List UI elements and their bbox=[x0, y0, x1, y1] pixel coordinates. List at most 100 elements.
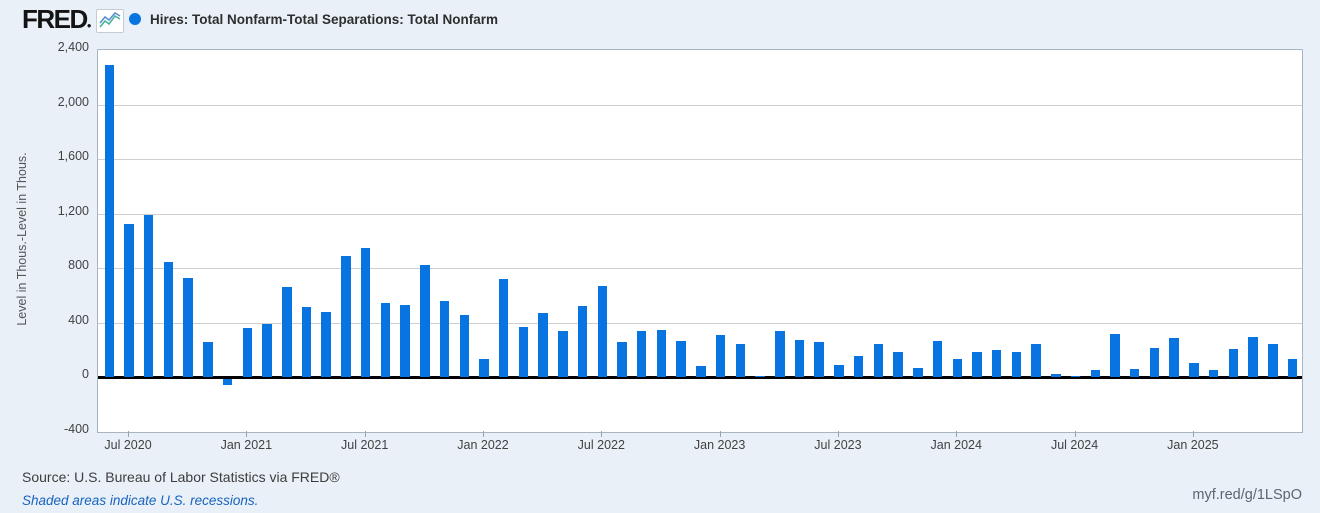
recession-note-link[interactable]: Shaded areas indicate U.S. recessions. bbox=[22, 493, 259, 508]
bar[interactable] bbox=[143, 214, 154, 377]
bar[interactable] bbox=[1268, 344, 1278, 377]
x-tick-label: Jan 2024 bbox=[930, 438, 982, 452]
x-tick-label: Jan 2023 bbox=[693, 438, 746, 452]
zero-line bbox=[98, 376, 1302, 379]
y-tick-label: 400 bbox=[68, 312, 89, 327]
bar[interactable] bbox=[439, 300, 450, 377]
bar[interactable] bbox=[321, 312, 331, 377]
bar[interactable] bbox=[794, 339, 805, 377]
bar[interactable] bbox=[400, 304, 410, 377]
x-tick-mark bbox=[837, 431, 839, 437]
y-tick-label: 1,200 bbox=[57, 203, 89, 218]
bar[interactable] bbox=[1149, 348, 1160, 377]
y-tick-label: 2,400 bbox=[57, 40, 89, 54]
bar[interactable] bbox=[1208, 369, 1219, 377]
bar[interactable] bbox=[696, 366, 706, 377]
y-axis-title: Level in Thous.-Level in Thous. bbox=[15, 152, 29, 326]
bar[interactable] bbox=[1051, 373, 1061, 377]
x-tick-label: Jan 2025 bbox=[1167, 438, 1219, 452]
x-tick-mark bbox=[601, 431, 603, 437]
x-tick-mark bbox=[956, 431, 958, 437]
legend-marker-dot bbox=[129, 13, 141, 25]
bar[interactable] bbox=[597, 286, 608, 377]
bar[interactable] bbox=[222, 378, 233, 386]
bar[interactable] bbox=[715, 334, 726, 377]
bar[interactable] bbox=[1287, 358, 1298, 377]
x-tick-label: Jan 2022 bbox=[457, 438, 509, 452]
registered-mark: ● bbox=[86, 21, 92, 30]
x-tick-mark bbox=[364, 431, 366, 437]
bar[interactable] bbox=[1031, 343, 1041, 377]
bar[interactable] bbox=[1248, 337, 1258, 377]
bar[interactable] bbox=[518, 327, 529, 377]
x-tick-mark bbox=[482, 431, 484, 437]
x-tick-mark bbox=[1192, 431, 1194, 437]
bar[interactable] bbox=[636, 331, 647, 377]
bar[interactable] bbox=[991, 349, 1002, 377]
bar[interactable] bbox=[282, 287, 292, 377]
bar[interactable] bbox=[163, 261, 174, 377]
bar[interactable] bbox=[558, 330, 568, 377]
bar[interactable] bbox=[104, 64, 115, 377]
bar[interactable] bbox=[341, 255, 351, 377]
bar[interactable] bbox=[380, 302, 391, 377]
bar[interactable] bbox=[617, 342, 627, 377]
bar[interactable] bbox=[972, 352, 982, 377]
bar[interactable] bbox=[676, 340, 686, 377]
bar[interactable] bbox=[755, 375, 765, 377]
x-tick-mark bbox=[719, 431, 721, 437]
y-tick-label: 800 bbox=[68, 258, 89, 272]
bar[interactable] bbox=[853, 355, 864, 377]
bar[interactable] bbox=[183, 278, 193, 377]
bar[interactable] bbox=[1169, 338, 1179, 377]
bar[interactable] bbox=[873, 344, 884, 377]
y-tick-label: 2,000 bbox=[57, 94, 89, 109]
bar[interactable] bbox=[834, 365, 844, 377]
bar[interactable] bbox=[1110, 334, 1120, 377]
gridline bbox=[98, 104, 1302, 106]
bar[interactable] bbox=[1189, 363, 1199, 377]
bar[interactable] bbox=[360, 247, 371, 377]
bar[interactable] bbox=[262, 323, 272, 377]
bar[interactable] bbox=[1090, 370, 1101, 377]
bar[interactable] bbox=[242, 327, 253, 377]
bar[interactable] bbox=[952, 358, 962, 377]
x-tick-mark bbox=[128, 431, 130, 437]
bar[interactable] bbox=[1011, 351, 1022, 377]
fred-sparkline-icon bbox=[96, 9, 124, 33]
series-title: Hires: Total Nonfarm-Total Separations: … bbox=[150, 12, 499, 27]
bar[interactable] bbox=[1228, 349, 1239, 377]
bar[interactable] bbox=[814, 342, 824, 377]
x-tick-label: Jul 2024 bbox=[1050, 438, 1099, 452]
bar[interactable] bbox=[932, 340, 943, 377]
gridline bbox=[98, 213, 1302, 215]
fred-logo[interactable]: FRED● bbox=[22, 4, 92, 34]
bar[interactable] bbox=[735, 344, 746, 377]
x-tick-label: Jul 2022 bbox=[577, 438, 625, 452]
gridline bbox=[98, 268, 1302, 269]
bar[interactable] bbox=[479, 359, 489, 377]
bar[interactable] bbox=[124, 223, 134, 377]
bar[interactable] bbox=[459, 315, 469, 377]
bar[interactable] bbox=[301, 306, 312, 377]
y-tick-label: 0 bbox=[82, 367, 89, 381]
plot-area[interactable] bbox=[97, 49, 1303, 433]
bar[interactable] bbox=[913, 368, 923, 377]
fred-short-link[interactable]: myf.red/g/1LSpO bbox=[1192, 487, 1302, 503]
bar[interactable] bbox=[775, 331, 785, 377]
bar[interactable] bbox=[538, 312, 548, 377]
bar[interactable] bbox=[656, 329, 667, 377]
bar[interactable] bbox=[203, 342, 213, 377]
bar[interactable] bbox=[893, 351, 903, 377]
bar[interactable] bbox=[1129, 368, 1140, 377]
x-tick-label: Jan 2021 bbox=[220, 438, 273, 452]
y-tick-label: 1,600 bbox=[57, 149, 89, 163]
x-tick-mark bbox=[246, 431, 248, 437]
bar[interactable] bbox=[498, 278, 509, 377]
bar[interactable] bbox=[420, 265, 430, 377]
bar[interactable] bbox=[577, 306, 588, 377]
x-tick-mark bbox=[1074, 431, 1076, 437]
gridline bbox=[98, 159, 1302, 160]
bar[interactable] bbox=[1070, 375, 1081, 377]
